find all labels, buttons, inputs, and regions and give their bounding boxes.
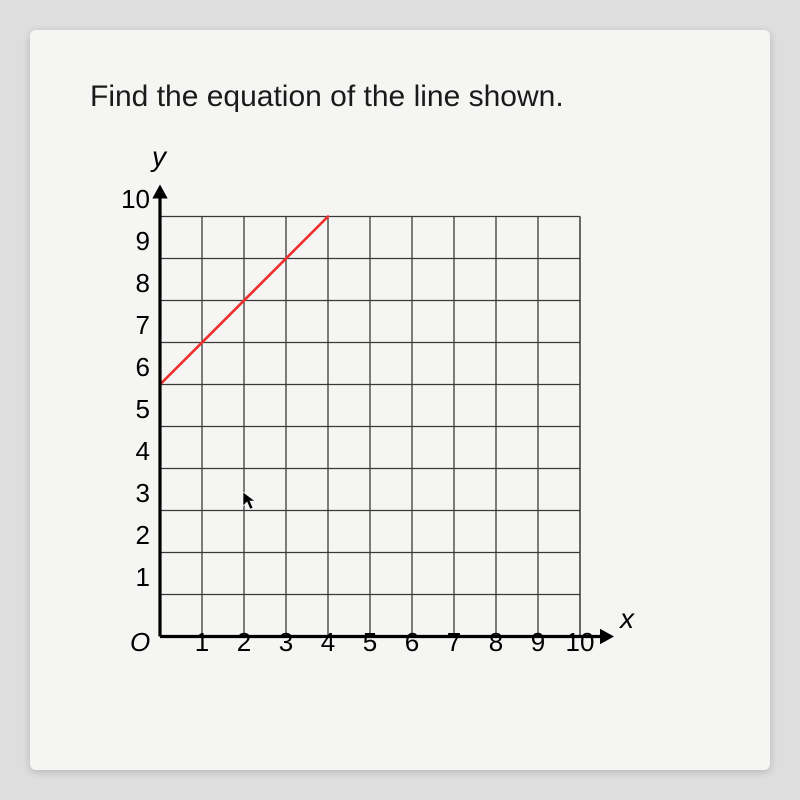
x-tick-label: 5 xyxy=(355,627,385,658)
x-tick-label: 6 xyxy=(397,627,427,658)
y-tick-label: 10 xyxy=(110,186,150,212)
x-tick-label: 2 xyxy=(229,627,259,658)
x-tick-label: 7 xyxy=(439,627,469,658)
y-tick-label: 2 xyxy=(110,522,150,548)
origin-label: O xyxy=(130,627,150,658)
x-tick-label: 3 xyxy=(271,627,301,658)
y-tick-label: 1 xyxy=(110,564,150,590)
x-tick-label: 1 xyxy=(187,627,217,658)
y-tick-label: 9 xyxy=(110,228,150,254)
coordinate-grid xyxy=(150,164,620,669)
question-text: Find the equation of the line shown. xyxy=(90,80,720,114)
y-tick-label: 4 xyxy=(110,438,150,464)
y-tick-label: 8 xyxy=(110,270,150,296)
x-axis-label: x xyxy=(620,603,634,635)
y-tick-label: 6 xyxy=(110,354,150,380)
chart-container: y O x 1234567891012345678910 xyxy=(90,144,690,704)
x-tick-label: 9 xyxy=(523,627,553,658)
worksheet-paper: Find the equation of the line shown. y O… xyxy=(30,30,770,770)
y-tick-label: 3 xyxy=(110,480,150,506)
y-tick-label: 5 xyxy=(110,396,150,422)
x-tick-label: 8 xyxy=(481,627,511,658)
y-tick-label: 7 xyxy=(110,312,150,338)
x-tick-label: 10 xyxy=(565,627,595,658)
x-tick-label: 4 xyxy=(313,627,343,658)
